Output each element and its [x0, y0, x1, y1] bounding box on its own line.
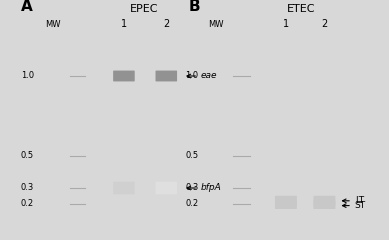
FancyBboxPatch shape	[113, 182, 135, 194]
Text: LT: LT	[342, 196, 364, 205]
Text: 0.5: 0.5	[185, 151, 198, 161]
FancyBboxPatch shape	[156, 71, 177, 81]
FancyBboxPatch shape	[113, 71, 135, 81]
Text: 1.0: 1.0	[185, 72, 198, 80]
Text: 0.5: 0.5	[21, 151, 34, 161]
FancyBboxPatch shape	[314, 196, 335, 206]
Text: eae: eae	[187, 72, 217, 80]
FancyBboxPatch shape	[275, 201, 297, 211]
Text: A: A	[21, 0, 33, 13]
Text: ST: ST	[342, 201, 366, 210]
Text: 0.2: 0.2	[185, 199, 198, 209]
Text: ETEC: ETEC	[287, 4, 315, 13]
Text: 0.3: 0.3	[21, 184, 34, 192]
Text: B: B	[189, 0, 201, 13]
Text: 1: 1	[121, 19, 127, 29]
Text: 0.2: 0.2	[21, 199, 34, 209]
Text: 2: 2	[321, 19, 328, 29]
Text: MW: MW	[208, 20, 224, 29]
FancyBboxPatch shape	[275, 196, 297, 206]
Text: bfpA: bfpA	[187, 184, 222, 192]
Text: 2: 2	[163, 19, 170, 29]
Text: 1: 1	[283, 19, 289, 29]
Text: 1.0: 1.0	[21, 72, 34, 80]
Text: EPEC: EPEC	[130, 4, 159, 13]
Text: MW: MW	[46, 20, 61, 29]
Text: 0.3: 0.3	[185, 184, 198, 192]
FancyBboxPatch shape	[314, 201, 335, 211]
FancyBboxPatch shape	[156, 182, 177, 194]
